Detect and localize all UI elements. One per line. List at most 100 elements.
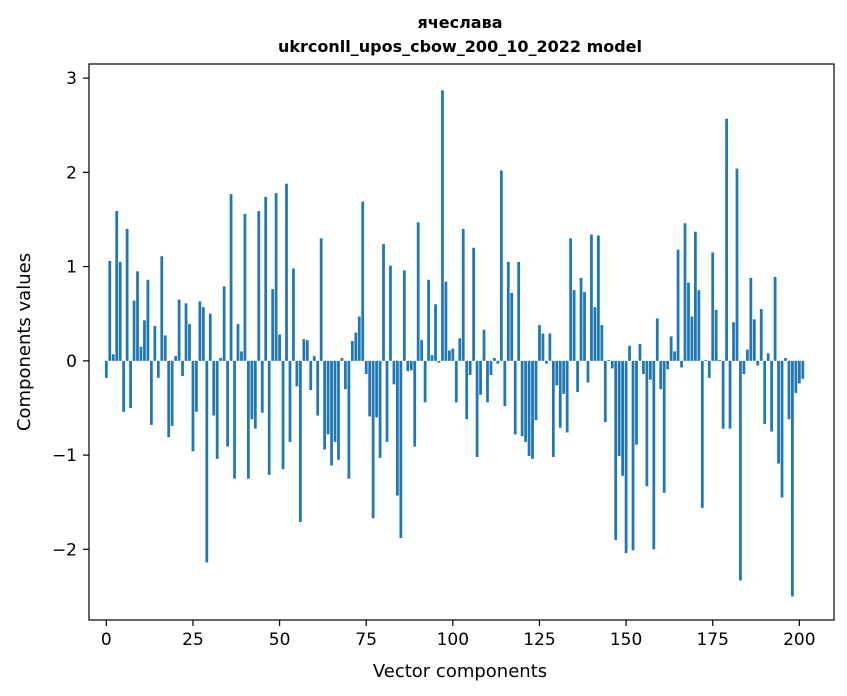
bar <box>257 211 261 361</box>
bar <box>600 325 604 361</box>
bar <box>551 360 555 457</box>
bar <box>160 256 164 361</box>
bar <box>718 359 722 361</box>
bar <box>337 360 340 460</box>
bar <box>240 351 243 361</box>
bar <box>565 360 569 433</box>
bar <box>510 293 514 361</box>
bar <box>555 360 559 386</box>
bar <box>780 360 784 498</box>
bar <box>659 360 663 390</box>
bar <box>482 329 486 361</box>
bar <box>371 360 375 519</box>
bar <box>520 360 524 437</box>
bar <box>298 360 302 522</box>
bar <box>233 360 236 479</box>
bar <box>486 360 489 403</box>
bar <box>389 265 392 361</box>
bar <box>205 360 209 563</box>
bar <box>447 350 451 361</box>
bar <box>794 360 798 393</box>
bar <box>285 183 288 361</box>
bar <box>513 360 517 435</box>
bar <box>247 360 250 479</box>
bar <box>777 360 780 464</box>
bar <box>416 222 420 361</box>
bar <box>260 360 264 413</box>
bar <box>694 231 697 361</box>
bar <box>652 360 656 550</box>
bar <box>385 360 389 442</box>
y-tick-label: −2 <box>52 540 77 560</box>
bar <box>413 360 417 447</box>
bar <box>596 235 600 361</box>
bar <box>350 341 354 361</box>
bar <box>576 360 579 392</box>
bar <box>149 360 153 425</box>
bar <box>524 360 527 442</box>
bar <box>468 360 472 375</box>
bar <box>499 170 503 361</box>
bar <box>465 360 469 420</box>
bar <box>707 360 711 378</box>
bar <box>680 360 683 368</box>
bar <box>264 196 268 361</box>
y-tick-label: 0 <box>66 352 77 372</box>
bar <box>586 360 590 383</box>
bar <box>399 360 403 539</box>
bar <box>655 318 659 361</box>
bar <box>642 360 645 375</box>
x-tick-label: 150 <box>610 630 642 650</box>
bar <box>763 360 767 424</box>
bar <box>569 238 573 361</box>
bar <box>357 316 361 361</box>
bar <box>787 360 791 420</box>
bar <box>281 360 285 470</box>
bar <box>132 300 136 361</box>
bar <box>104 360 108 378</box>
y-tick-label: −1 <box>52 446 77 466</box>
bar <box>721 360 725 429</box>
bar <box>732 322 735 361</box>
bar <box>118 261 122 361</box>
bar <box>409 360 413 371</box>
x-axis-ticks: 0 25 50 75 100 125 150 175 200 <box>101 620 816 650</box>
bar <box>396 360 399 496</box>
bar <box>330 360 333 466</box>
bar <box>562 360 566 394</box>
bar <box>506 261 510 361</box>
bar <box>368 360 372 417</box>
bar <box>801 360 805 379</box>
bar <box>274 193 278 361</box>
bar <box>434 304 437 361</box>
bar <box>496 360 500 364</box>
bar <box>558 360 562 428</box>
bar <box>292 268 295 361</box>
y-tick-label: 1 <box>66 258 77 278</box>
bar <box>572 290 576 361</box>
bar <box>628 345 631 361</box>
bar <box>111 354 115 361</box>
bar <box>711 252 715 361</box>
plot-frame <box>88 63 835 621</box>
bar <box>382 243 385 361</box>
y-axis-label: Components values <box>14 253 35 431</box>
bar <box>621 360 625 476</box>
bar <box>648 360 652 380</box>
bar <box>195 360 198 412</box>
bar <box>295 360 299 387</box>
x-tick-label: 100 <box>437 630 469 650</box>
bar <box>288 360 292 442</box>
bar <box>745 349 749 361</box>
bar <box>347 360 351 479</box>
bar <box>631 360 635 551</box>
bar <box>323 360 327 450</box>
bar <box>752 319 756 361</box>
y-tick-label: 3 <box>66 69 77 89</box>
bar <box>319 238 323 361</box>
bar <box>122 360 126 412</box>
y-tick-label: 2 <box>66 163 77 183</box>
bar <box>603 360 607 423</box>
bar <box>669 336 673 361</box>
bar <box>749 277 753 361</box>
